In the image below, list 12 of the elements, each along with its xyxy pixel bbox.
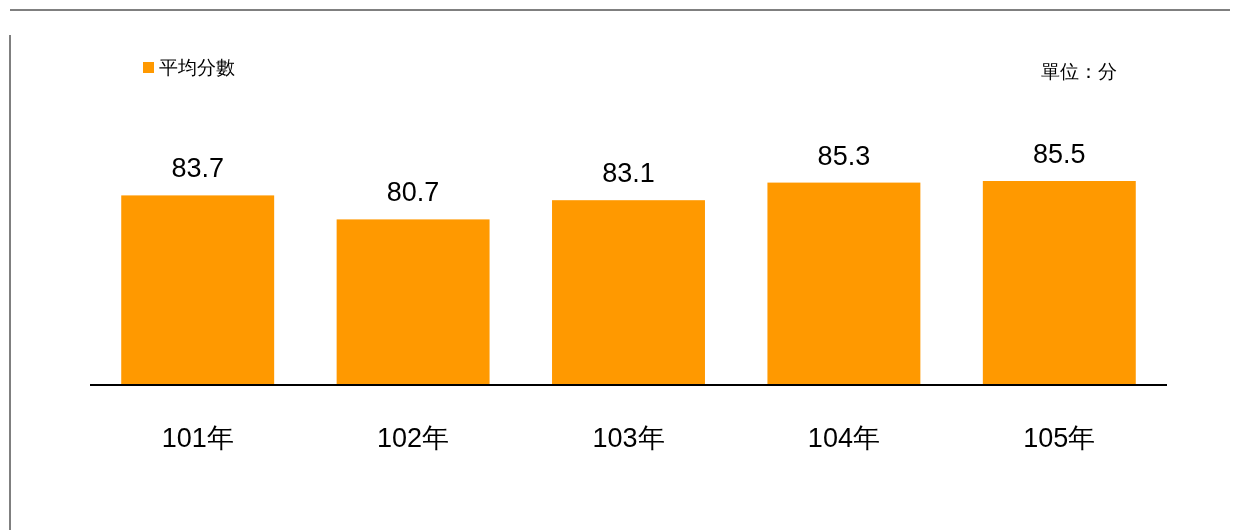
x-tick-label: 103年 <box>592 423 665 453</box>
x-tick-label: 102年 <box>377 423 450 453</box>
x-tick-label: 105年 <box>1023 423 1096 453</box>
data-label: 83.7 <box>171 153 224 184</box>
data-label: 80.7 <box>386 177 440 208</box>
legend-label: 平均分數 <box>159 57 235 78</box>
x-tick-label: 101年 <box>161 423 234 453</box>
data-label: 83.1 <box>602 158 655 189</box>
data-label: 85.3 <box>817 140 871 171</box>
x-tick-label: 104年 <box>807 423 880 453</box>
data-label: 85.5 <box>1033 139 1086 169</box>
annotation: 單位：分 <box>1041 61 1117 82</box>
